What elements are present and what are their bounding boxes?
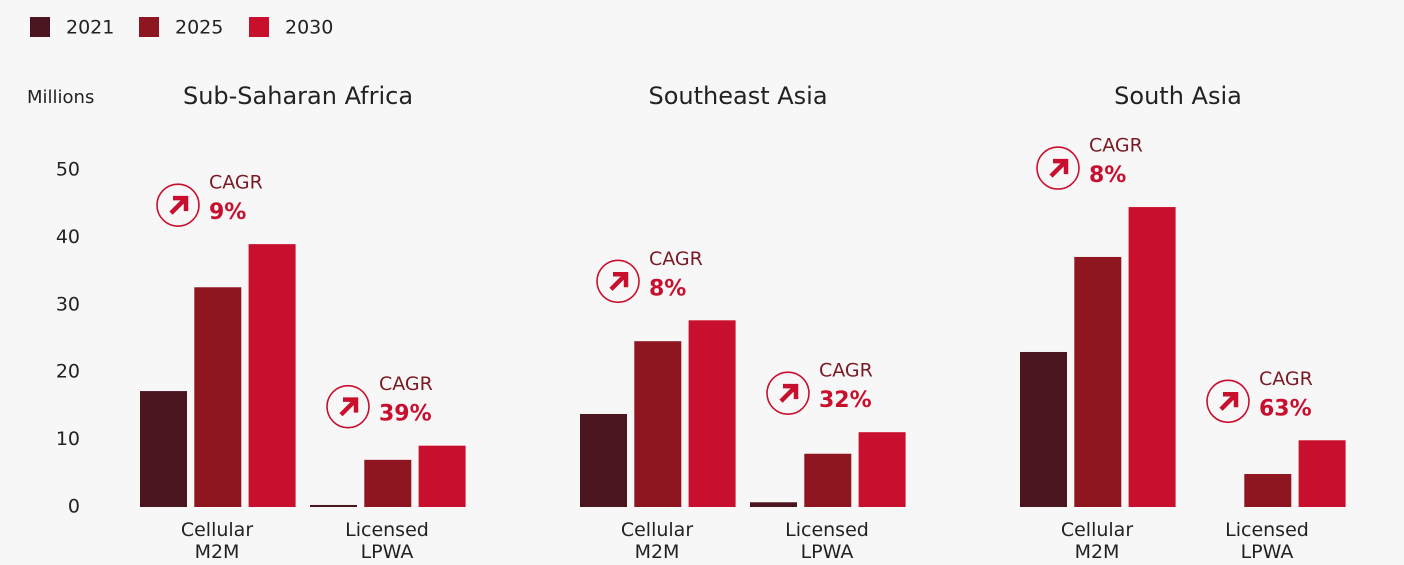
y-tick-label: 0 bbox=[68, 496, 80, 518]
cagr-arrow bbox=[779, 383, 799, 403]
cagr-value: 8% bbox=[649, 276, 686, 301]
bar bbox=[1244, 473, 1292, 507]
cagr-value: 9% bbox=[209, 200, 246, 225]
cagr-label: CAGR bbox=[209, 172, 263, 194]
panel-title: Southeast Asia bbox=[648, 82, 827, 110]
bar bbox=[140, 391, 187, 507]
cagr-icon bbox=[1036, 146, 1080, 190]
legend-swatch bbox=[139, 17, 159, 37]
cagr-label: CAGR bbox=[1259, 368, 1313, 390]
cagr-icon bbox=[766, 371, 810, 415]
bar bbox=[194, 287, 242, 507]
cagr-icon bbox=[596, 259, 640, 304]
x-tick-label: Cellular M2M bbox=[1060, 519, 1134, 563]
cagr-icon bbox=[326, 384, 370, 429]
bar bbox=[364, 459, 412, 507]
bar bbox=[418, 445, 466, 507]
y-tick-label: 10 bbox=[56, 428, 80, 450]
panel-title: South Asia bbox=[1114, 82, 1242, 110]
legend-label: 2021 bbox=[66, 17, 114, 39]
bar bbox=[750, 502, 797, 507]
bar bbox=[310, 504, 357, 507]
bar bbox=[1074, 256, 1122, 507]
x-tick-label: Cellular M2M bbox=[620, 519, 694, 563]
bar bbox=[580, 413, 627, 507]
x-tick-label: Licensed LPWA bbox=[345, 519, 429, 563]
x-tick-label: Cellular M2M bbox=[180, 519, 254, 563]
y-tick-label: 40 bbox=[56, 226, 80, 248]
panel-title: Sub-Saharan Africa bbox=[183, 82, 413, 110]
y-tick-label: 30 bbox=[56, 293, 80, 315]
legend-label: 2025 bbox=[175, 17, 223, 39]
bar bbox=[688, 320, 736, 507]
bar bbox=[804, 453, 852, 507]
cagr-arrow bbox=[339, 397, 359, 417]
cagr-label: CAGR bbox=[379, 373, 433, 395]
bar bbox=[634, 341, 682, 507]
cagr-value: 8% bbox=[1089, 163, 1126, 188]
y-tick-label: 20 bbox=[56, 361, 80, 383]
cagr-icon bbox=[1206, 379, 1250, 424]
cagr-arrow bbox=[169, 195, 189, 215]
bar bbox=[248, 244, 296, 507]
legend-label: 2030 bbox=[285, 17, 333, 39]
bar bbox=[1298, 440, 1346, 507]
cagr-label: CAGR bbox=[819, 360, 873, 382]
cagr-label: CAGR bbox=[649, 248, 703, 270]
cagr-value: 32% bbox=[819, 388, 872, 413]
legend-swatch bbox=[249, 17, 269, 37]
cagr-arrow bbox=[1219, 392, 1239, 411]
y-tick-label: 50 bbox=[56, 159, 80, 181]
bar bbox=[1020, 351, 1067, 507]
bar bbox=[858, 432, 906, 507]
cagr-arrow bbox=[609, 272, 629, 291]
cagr-value: 39% bbox=[379, 402, 432, 427]
cagr-arrow bbox=[1049, 158, 1069, 178]
y-axis-label: Millions bbox=[27, 87, 94, 108]
legend-swatch bbox=[30, 17, 50, 37]
x-tick-label: Licensed LPWA bbox=[785, 519, 869, 563]
cagr-value: 63% bbox=[1259, 396, 1312, 421]
cagr-label: CAGR bbox=[1089, 135, 1143, 157]
cagr-icon bbox=[156, 183, 200, 227]
bar bbox=[1128, 207, 1176, 507]
x-tick-label: Licensed LPWA bbox=[1225, 519, 1309, 563]
